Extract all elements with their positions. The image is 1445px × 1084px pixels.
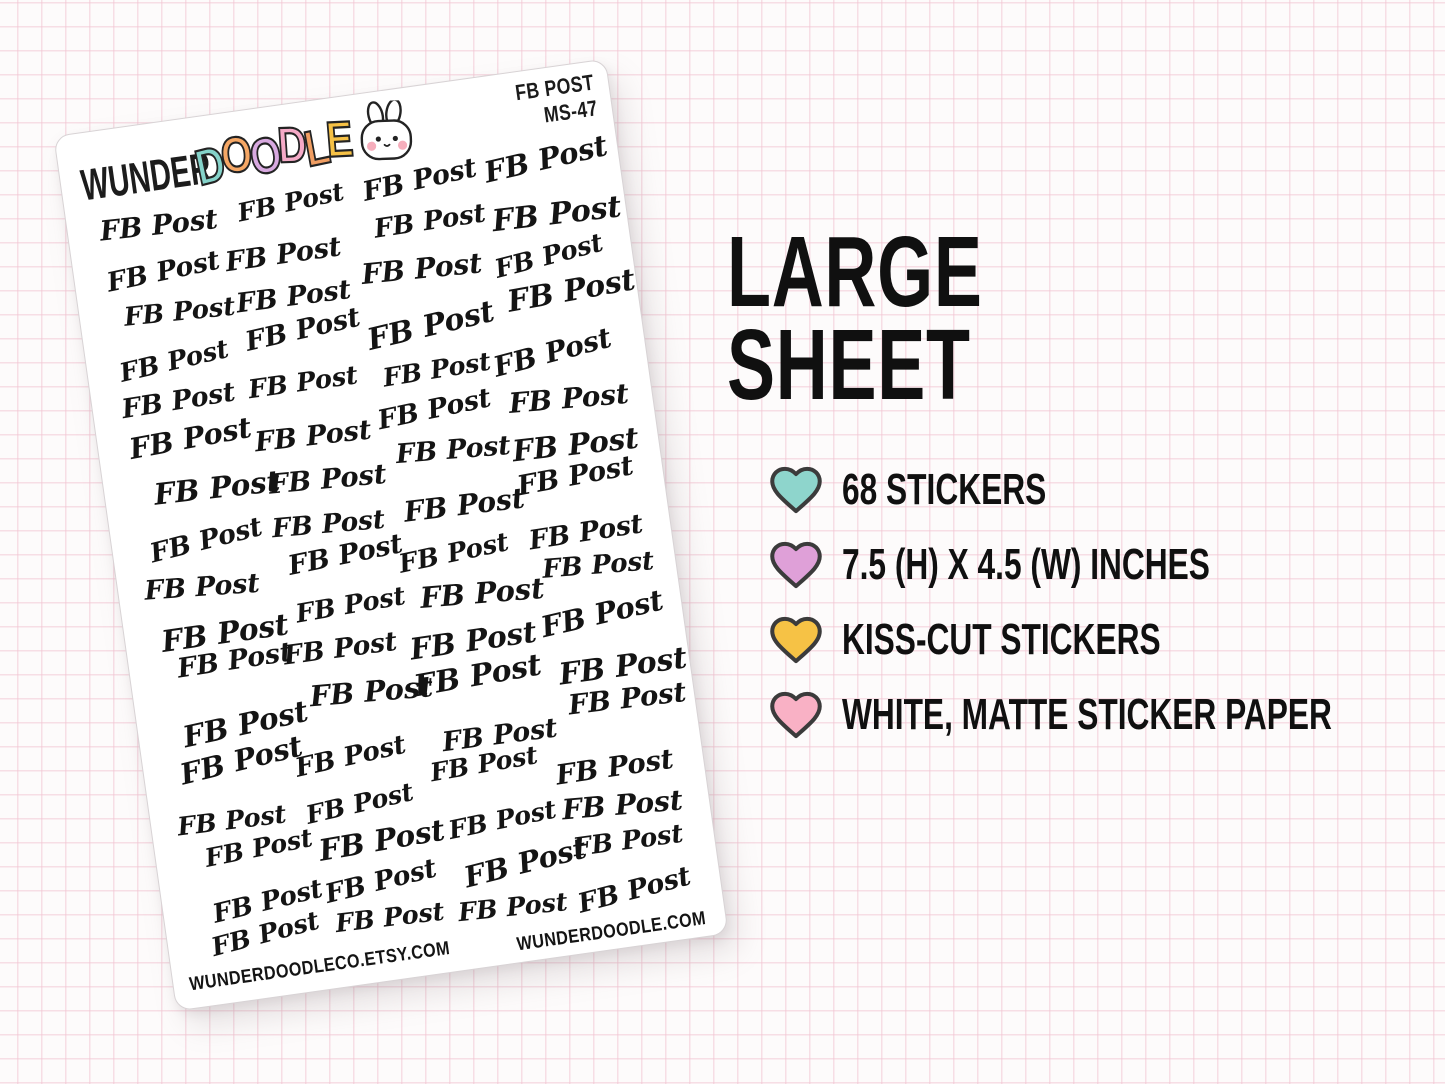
feature-text: 7.5 (H) X 4.5 (W) INCHES <box>842 539 1210 589</box>
sticker-text: FB Post <box>293 580 409 630</box>
sticker-text: FB Post <box>481 127 611 190</box>
feature-row: 68 STICKERS <box>766 452 1445 527</box>
sticker-text: FB Post <box>460 831 591 895</box>
sticker-text: FB Post <box>560 783 684 827</box>
sticker-text: FB Post <box>554 742 676 792</box>
feature-text: KISS-CUT STICKERS <box>842 614 1161 664</box>
bunny-icon <box>358 98 414 169</box>
sticker-text: FB Post <box>490 189 624 240</box>
sticker-text: FB Post <box>574 860 694 920</box>
sticker-text: FB Post <box>538 582 667 645</box>
sticker-text: FB Post <box>246 359 360 405</box>
sticker-text: FB Post <box>507 376 631 420</box>
heart-icon <box>766 536 826 593</box>
feature-row: KISS-CUT STICKERS <box>766 602 1445 677</box>
sticker-text: FB Post <box>571 819 685 864</box>
sticker-text: FB Post <box>371 198 488 245</box>
sticker-text: FB Post <box>223 230 344 278</box>
heart-icon <box>766 611 826 668</box>
sticker-text: FB Post <box>97 202 220 248</box>
sticker-text: FB Post <box>446 793 560 845</box>
sheet-code-label: FB POST MS-47 <box>514 69 600 131</box>
sticker-text: FB Post <box>490 320 616 384</box>
sticker-sheet: WUNDER DOODLE FB POST MS-47 FB Post FB Po… <box>53 58 729 1012</box>
sticker-text: FB Post <box>418 570 546 615</box>
heart-icon <box>766 461 826 518</box>
sticker-text: FB Post <box>104 244 223 299</box>
feature-row: WHITE, MATTE STICKER PAPER <box>766 677 1445 752</box>
sticker-text: FB Post <box>281 625 399 672</box>
brand-logo: WUNDER DOODLE <box>76 98 441 211</box>
sticker-text: FB Post <box>252 414 373 459</box>
sticker-text: FB Post <box>267 457 389 501</box>
sticker-text: FB Post <box>401 480 526 529</box>
feature-row: 7.5 (H) X 4.5 (W) INCHES <box>766 527 1445 602</box>
feature-text: WHITE, MATTE STICKER PAPER <box>842 689 1332 739</box>
feature-list: 68 STICKERS 7.5 (H) X 4.5 (W) INCHES KIS… <box>766 452 1445 752</box>
sticker-text: FB Post <box>146 511 266 570</box>
headline-line1: LARGE <box>727 216 983 328</box>
sticker-text: FB Post <box>143 567 261 607</box>
doodle-letter: E <box>323 110 356 169</box>
sticker-text: FB Post <box>122 291 237 334</box>
feature-text: 68 STICKERS <box>842 464 1047 514</box>
sticker-text: FB Post <box>359 246 484 292</box>
sticker-text: FB Post <box>151 462 282 512</box>
headline: LARGE SHEET <box>727 216 983 421</box>
heart-icon <box>766 686 826 743</box>
sticker-text: FB Post <box>396 527 512 580</box>
sticker-text: FB Post <box>395 429 513 470</box>
sticker-text: FB Post <box>292 729 410 784</box>
headline-line2: SHEET <box>727 309 971 421</box>
